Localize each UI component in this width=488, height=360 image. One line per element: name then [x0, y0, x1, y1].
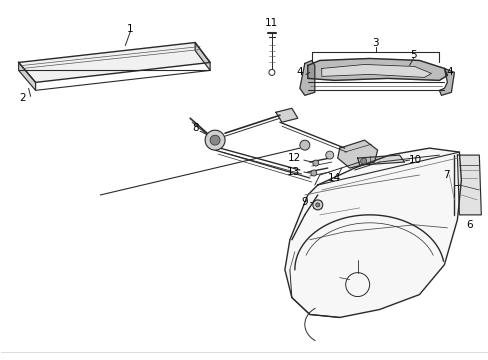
Circle shape [360, 158, 366, 164]
Polygon shape [357, 155, 404, 165]
Polygon shape [299, 60, 314, 95]
Circle shape [268, 69, 274, 75]
Text: 12: 12 [287, 153, 301, 163]
Circle shape [312, 160, 318, 166]
Circle shape [204, 130, 224, 150]
Text: 1: 1 [127, 24, 133, 33]
Text: 3: 3 [371, 37, 378, 48]
Polygon shape [19, 42, 210, 82]
Circle shape [325, 151, 333, 159]
Circle shape [210, 135, 220, 145]
Polygon shape [337, 140, 377, 168]
Polygon shape [275, 108, 297, 122]
Text: 9: 9 [301, 197, 307, 207]
Polygon shape [195, 42, 210, 71]
Circle shape [310, 170, 316, 176]
Polygon shape [439, 68, 453, 95]
Polygon shape [321, 64, 430, 77]
Text: 14: 14 [327, 173, 341, 183]
Circle shape [312, 200, 322, 210]
Text: 8: 8 [191, 123, 198, 133]
Text: 4: 4 [445, 67, 452, 77]
Circle shape [299, 140, 309, 150]
Text: 5: 5 [409, 50, 416, 60]
Polygon shape [456, 155, 480, 215]
Polygon shape [307, 58, 447, 80]
Circle shape [315, 203, 319, 207]
Text: 11: 11 [265, 18, 278, 28]
Polygon shape [285, 148, 461, 318]
Text: 2: 2 [20, 93, 26, 103]
Polygon shape [19, 62, 36, 90]
Text: 13: 13 [286, 167, 300, 177]
Text: 7: 7 [442, 170, 448, 180]
Text: 4: 4 [296, 67, 303, 77]
Text: 6: 6 [465, 220, 472, 230]
Text: 10: 10 [408, 155, 421, 165]
